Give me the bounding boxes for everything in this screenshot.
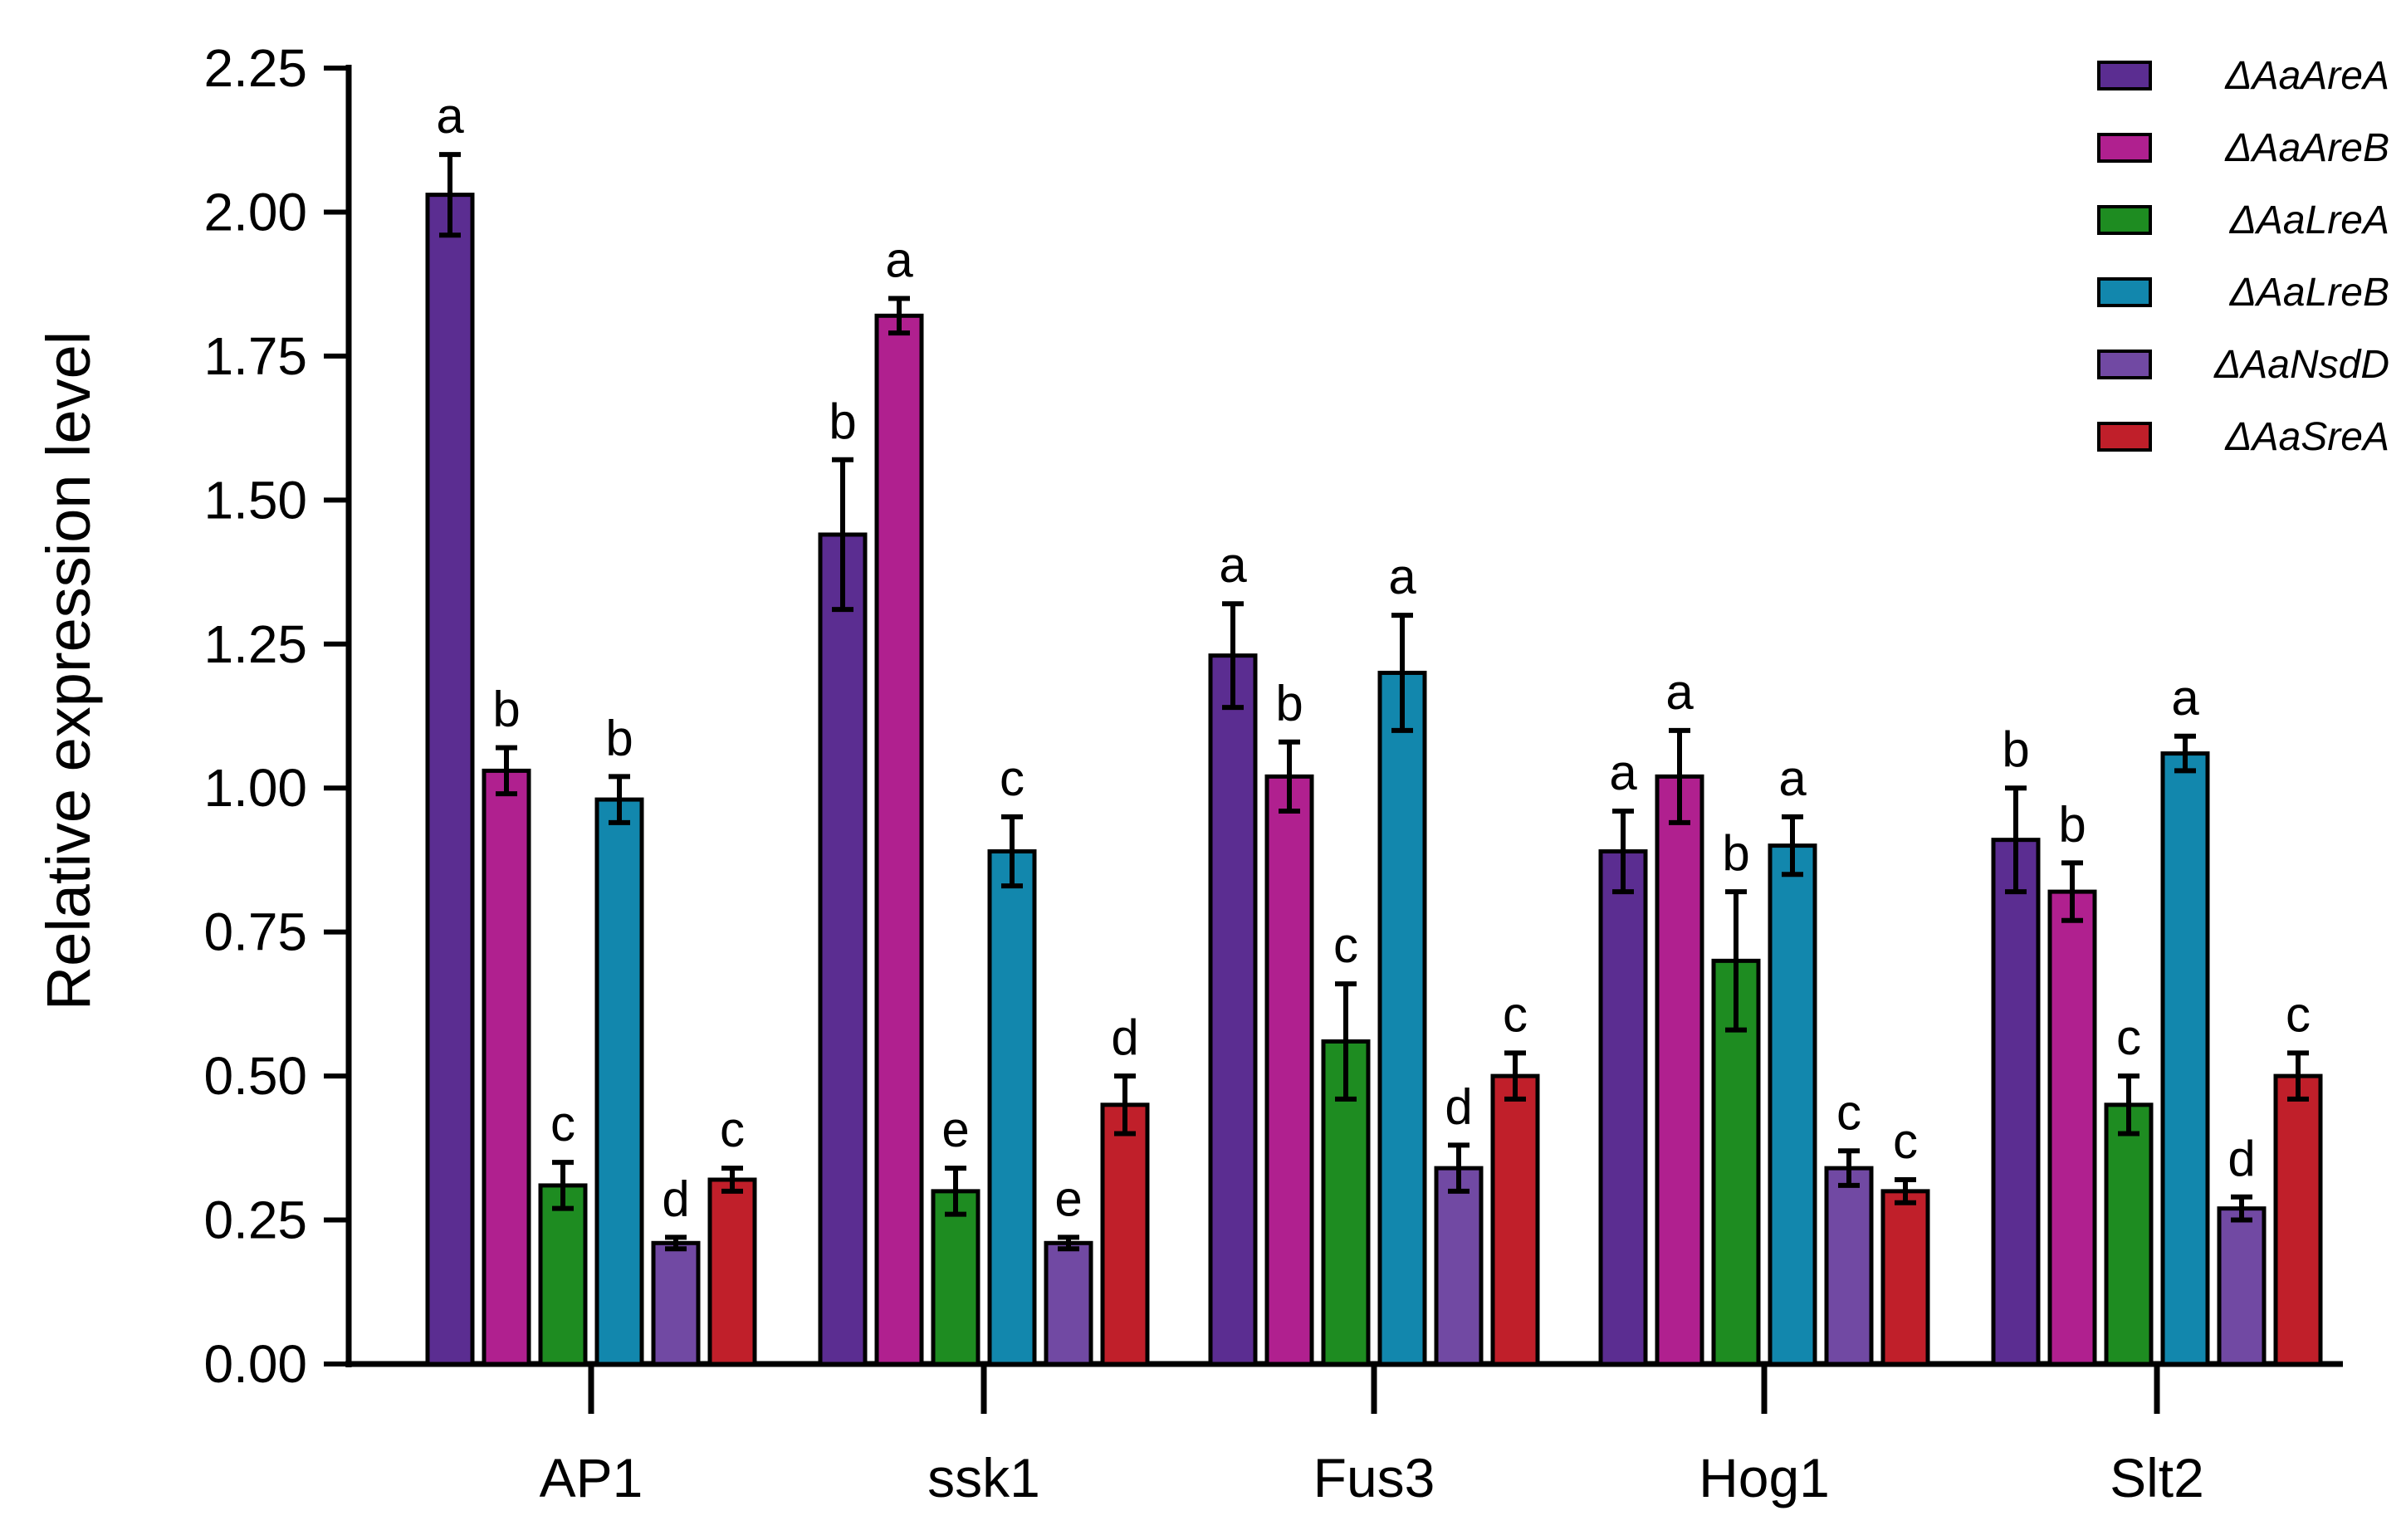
legend-label: ΔAaLreB <box>2229 271 2389 315</box>
bar <box>538 1183 588 1366</box>
bar <box>931 1189 980 1366</box>
legend-swatch <box>2097 277 2152 307</box>
bar <box>1100 1102 1150 1366</box>
x-tick-label: Hog1 <box>1699 1447 1830 1508</box>
significance-letter: c <box>2116 1010 2141 1065</box>
significance-letter: a <box>2171 670 2199 726</box>
significance-letter: b <box>1722 825 1749 881</box>
significance-letter: a <box>436 88 464 144</box>
legend-label: ΔAaLreA <box>2229 198 2389 242</box>
x-tick-label: Fus3 <box>1313 1447 1435 1508</box>
significance-letter: d <box>2228 1131 2255 1186</box>
bar <box>2217 1206 2267 1366</box>
x-tick-label: ssk1 <box>927 1447 1040 1508</box>
bar <box>1824 1166 1874 1366</box>
legend-label: ΔAaAreB <box>2224 126 2389 170</box>
bar <box>2273 1073 2323 1366</box>
bars <box>425 193 2323 1366</box>
significance-letter: a <box>1219 537 1247 593</box>
y-axis-label: Relative expression level <box>34 331 103 1011</box>
significance-letter: a <box>1388 549 1416 604</box>
significance-letter: b <box>2002 721 2029 777</box>
bar <box>1490 1073 1540 1366</box>
significance-letter: c <box>550 1096 575 1151</box>
x-tick-label: Slt2 <box>2110 1447 2204 1508</box>
bar <box>1880 1189 1930 1366</box>
significance-letter: b <box>1275 676 1303 731</box>
legend-label: ΔAaAreA <box>2224 54 2389 98</box>
bar <box>707 1177 757 1366</box>
bar <box>1598 849 1648 1366</box>
y-tick-label: 2.00 <box>203 182 307 242</box>
y-tick-label: 0.50 <box>203 1046 307 1106</box>
legend-swatch <box>2097 422 2152 452</box>
legend-label: ΔAaSreA <box>2224 415 2389 459</box>
significance-letter: b <box>2058 796 2086 852</box>
legend-label: ΔAaNsdD <box>2213 343 2389 387</box>
bar <box>1377 670 1427 1366</box>
bar <box>1768 843 1817 1366</box>
significance-letter: c <box>1503 986 1528 1042</box>
x-tick-label: AP1 <box>540 1447 643 1508</box>
legend-swatch <box>2097 350 2152 379</box>
y-tick-label: 1.75 <box>203 326 307 386</box>
significance-letter: c <box>1836 1084 1861 1140</box>
significance-letter: c <box>1893 1113 1918 1169</box>
significance-letter: a <box>1609 745 1637 800</box>
significance-letter: b <box>829 394 856 449</box>
axes: 0.00 0.25 0.50 0.75 1.00 1.25 1.50 1.75 2.00 2.25… <box>203 38 2343 1508</box>
significance-letter: e <box>941 1102 969 1157</box>
significance-letter: e <box>1054 1171 1082 1226</box>
significance-letter: d <box>1111 1010 1138 1065</box>
bar <box>2047 889 2097 1366</box>
bar <box>1991 838 2041 1366</box>
bar <box>425 193 475 1366</box>
bar <box>1434 1166 1484 1366</box>
bar <box>1208 653 1258 1366</box>
y-tick-label: 1.25 <box>203 614 307 674</box>
significance-letter: d <box>662 1171 689 1226</box>
y-tick-label: 0.25 <box>203 1190 307 1250</box>
bar <box>874 313 924 1366</box>
y-tick-label: 0.00 <box>203 1334 307 1394</box>
y-tick-label: 1.50 <box>203 470 307 530</box>
y-tick-label: 1.00 <box>203 758 307 818</box>
bar <box>482 768 531 1366</box>
legend-swatch <box>2097 205 2152 235</box>
significance-letter: c <box>1333 917 1358 973</box>
significance-letter: b <box>605 710 633 765</box>
legend-swatch <box>2097 133 2152 163</box>
significance-letter: b <box>492 682 520 737</box>
bar <box>594 797 644 1366</box>
legend: ΔAaAreA ΔAaAreB ΔAaLreA ΔAaLreB ΔAaNsdD ΔAaSr… <box>2097 54 2389 459</box>
bar <box>651 1240 701 1366</box>
bar <box>1655 774 1704 1366</box>
y-axis-label-group: Relative expression level <box>34 331 103 1011</box>
y-tick-label: 2.25 <box>203 38 307 98</box>
bar <box>1044 1240 1093 1366</box>
bar <box>818 532 868 1366</box>
significance-letter: d <box>1445 1078 1472 1134</box>
significance-letter: c <box>1000 750 1025 806</box>
bar <box>987 849 1037 1366</box>
significance-letter: a <box>1778 750 1807 806</box>
legend-swatch <box>2097 61 2152 90</box>
bar <box>2104 1102 2154 1366</box>
significance-letter: c <box>720 1102 745 1157</box>
significance-letter: c <box>2286 986 2311 1042</box>
y-tick-label: 0.75 <box>203 902 307 962</box>
bar <box>2160 751 2210 1366</box>
significance-letter: a <box>885 232 913 288</box>
error-bars <box>439 152 2309 1252</box>
significance-letter: a <box>1665 664 1694 720</box>
bar <box>1264 774 1314 1366</box>
